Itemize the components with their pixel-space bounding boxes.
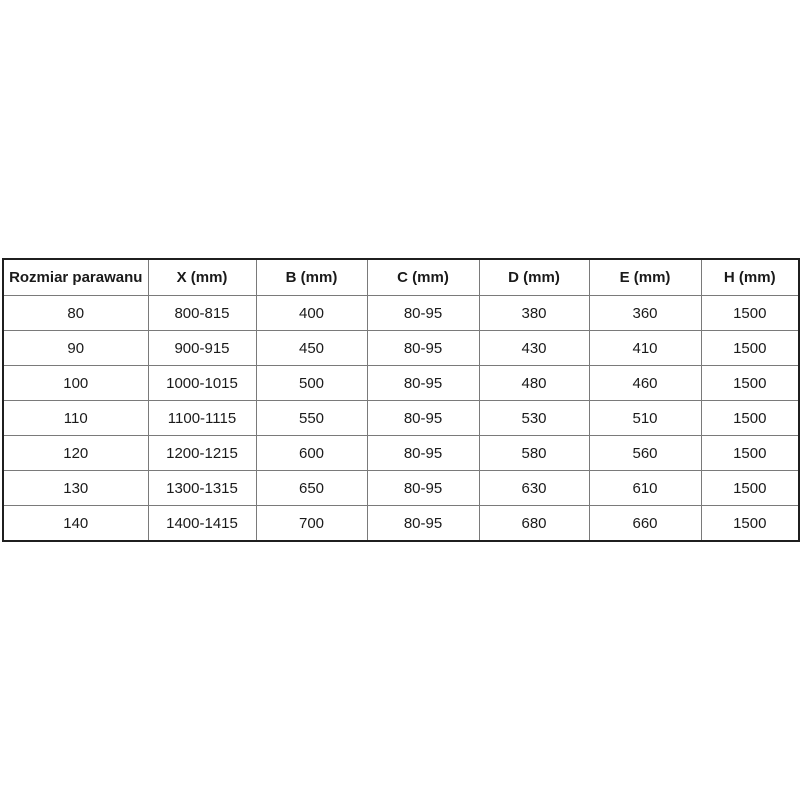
cell-e: 660	[588, 505, 702, 542]
cell-e: 460	[588, 365, 702, 401]
cell-d: 530	[478, 400, 590, 436]
table-row: 140 1400-1415 700 80-95 680 660 1500	[2, 505, 800, 542]
table-row: 110 1100-1115 550 80-95 530 510 1500	[2, 400, 800, 436]
cell-d: 480	[478, 365, 590, 401]
cell-b: 500	[255, 365, 368, 401]
cell-e: 360	[588, 295, 702, 331]
cell-size: 80	[2, 295, 149, 331]
col-header-h-mm: H (mm)	[700, 258, 800, 296]
cell-x: 1200-1215	[147, 435, 257, 471]
col-header-e-mm: E (mm)	[588, 258, 702, 296]
cell-x: 1000-1015	[147, 365, 257, 401]
cell-d: 430	[478, 330, 590, 366]
table-row: 80 800-815 400 80-95 380 360 1500	[2, 295, 800, 331]
cell-b: 600	[255, 435, 368, 471]
cell-c: 80-95	[366, 435, 480, 471]
cell-size: 90	[2, 330, 149, 366]
col-header-b-mm: B (mm)	[255, 258, 368, 296]
cell-c: 80-95	[366, 470, 480, 506]
cell-d: 630	[478, 470, 590, 506]
col-header-x-mm: X (mm)	[147, 258, 257, 296]
cell-h: 1500	[700, 400, 800, 436]
cell-c: 80-95	[366, 400, 480, 436]
col-header-c-mm: C (mm)	[366, 258, 480, 296]
cell-e: 610	[588, 470, 702, 506]
cell-h: 1500	[700, 435, 800, 471]
cell-x: 1300-1315	[147, 470, 257, 506]
table-row: 100 1000-1015 500 80-95 480 460 1500	[2, 365, 800, 401]
cell-b: 550	[255, 400, 368, 436]
cell-size: 100	[2, 365, 149, 401]
table-row: 90 900-915 450 80-95 430 410 1500	[2, 330, 800, 366]
cell-size: 130	[2, 470, 149, 506]
cell-c: 80-95	[366, 330, 480, 366]
cell-h: 1500	[700, 330, 800, 366]
cell-b: 450	[255, 330, 368, 366]
cell-h: 1500	[700, 295, 800, 331]
cell-h: 1500	[700, 505, 800, 542]
cell-e: 410	[588, 330, 702, 366]
cell-x: 1400-1415	[147, 505, 257, 542]
cell-size: 140	[2, 505, 149, 542]
cell-c: 80-95	[366, 365, 480, 401]
size-spec-table: Rozmiar parawanu X (mm) B (mm) C (mm) D …	[2, 258, 800, 542]
size-table-container: Rozmiar parawanu X (mm) B (mm) C (mm) D …	[2, 258, 800, 542]
col-header-rozmiar-parawanu: Rozmiar parawanu	[2, 258, 149, 296]
col-header-d-mm: D (mm)	[478, 258, 590, 296]
table-row: 120 1200-1215 600 80-95 580 560 1500	[2, 435, 800, 471]
cell-b: 700	[255, 505, 368, 542]
cell-x: 1100-1115	[147, 400, 257, 436]
cell-size: 120	[2, 435, 149, 471]
header-row: Rozmiar parawanu X (mm) B (mm) C (mm) D …	[2, 258, 800, 296]
cell-d: 380	[478, 295, 590, 331]
cell-c: 80-95	[366, 505, 480, 542]
cell-d: 680	[478, 505, 590, 542]
cell-c: 80-95	[366, 295, 480, 331]
cell-d: 580	[478, 435, 590, 471]
cell-x: 800-815	[147, 295, 257, 331]
cell-h: 1500	[700, 470, 800, 506]
cell-b: 400	[255, 295, 368, 331]
cell-e: 560	[588, 435, 702, 471]
cell-size: 110	[2, 400, 149, 436]
table-row: 130 1300-1315 650 80-95 630 610 1500	[2, 470, 800, 506]
cell-e: 510	[588, 400, 702, 436]
cell-h: 1500	[700, 365, 800, 401]
cell-b: 650	[255, 470, 368, 506]
cell-x: 900-915	[147, 330, 257, 366]
